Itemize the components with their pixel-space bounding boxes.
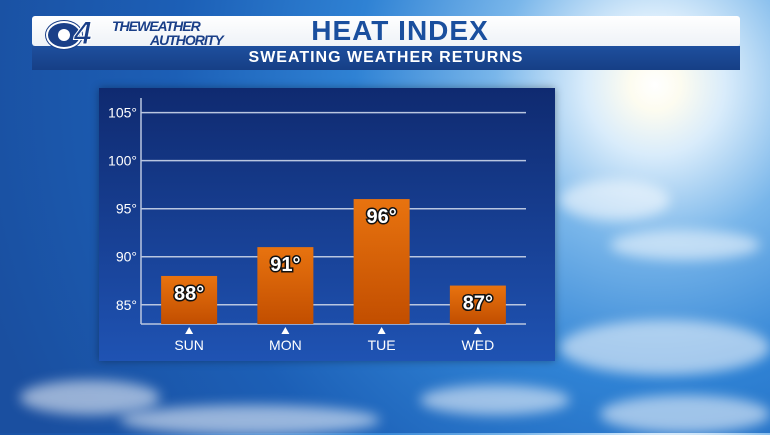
tick-marker-icon bbox=[185, 327, 194, 334]
data-label: 91° bbox=[270, 254, 300, 276]
data-label: 96° bbox=[367, 206, 397, 228]
bar-wed bbox=[449, 285, 506, 324]
y-tick-label: 100° bbox=[108, 153, 137, 169]
y-tick-label: 95° bbox=[116, 201, 137, 217]
subtitle-bar bbox=[32, 46, 740, 70]
page-title: HEAT INDEX bbox=[311, 15, 489, 46]
bar-tue bbox=[353, 199, 410, 324]
logo-text-line1: THEWEATHER bbox=[112, 18, 201, 34]
tick-marker-icon bbox=[377, 327, 386, 334]
chart-panel: 85° 90° 95° 100° 105° 88° SUN 91° MON 96° TUE 87° WE… bbox=[99, 88, 555, 361]
data-label: 87° bbox=[463, 293, 493, 315]
x-tick-label: SUN bbox=[174, 337, 204, 353]
tick-marker-icon bbox=[473, 327, 482, 334]
bar-mon bbox=[257, 247, 314, 324]
logo-number: 4 bbox=[74, 15, 93, 52]
header-bar bbox=[32, 16, 740, 46]
y-tick-label: 90° bbox=[116, 249, 137, 265]
y-tick-label: 85° bbox=[116, 297, 137, 313]
x-tick-label: MON bbox=[269, 337, 302, 353]
station-logo: 4 THEWEATHER AUTHORITY bbox=[46, 15, 246, 52]
y-tick-label: 105° bbox=[108, 105, 137, 121]
bar-chart: 85° 90° 95° 100° 105° 88° SUN 91° MON 96° TUE 87° WE… bbox=[108, 98, 526, 353]
logo-text-line2: AUTHORITY bbox=[150, 32, 224, 48]
page-subtitle: SWEATING WEATHER RETURNS bbox=[248, 49, 524, 66]
x-tick-label: TUE bbox=[368, 337, 396, 353]
tick-marker-icon bbox=[281, 327, 290, 334]
data-label: 88° bbox=[174, 283, 204, 305]
x-tick-label: WED bbox=[462, 337, 495, 353]
cbs-eye-icon bbox=[46, 21, 82, 49]
bar-sun bbox=[161, 275, 218, 324]
